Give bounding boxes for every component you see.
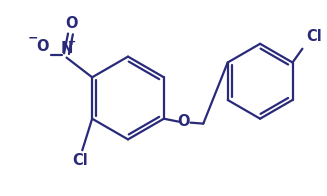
Text: O: O [177, 114, 190, 129]
Text: Cl: Cl [306, 29, 322, 44]
Text: O: O [37, 39, 49, 54]
Text: +: + [68, 37, 77, 47]
Text: −: − [28, 32, 38, 45]
Text: Cl: Cl [73, 153, 88, 168]
Text: N: N [60, 41, 73, 56]
Text: O: O [65, 16, 78, 31]
